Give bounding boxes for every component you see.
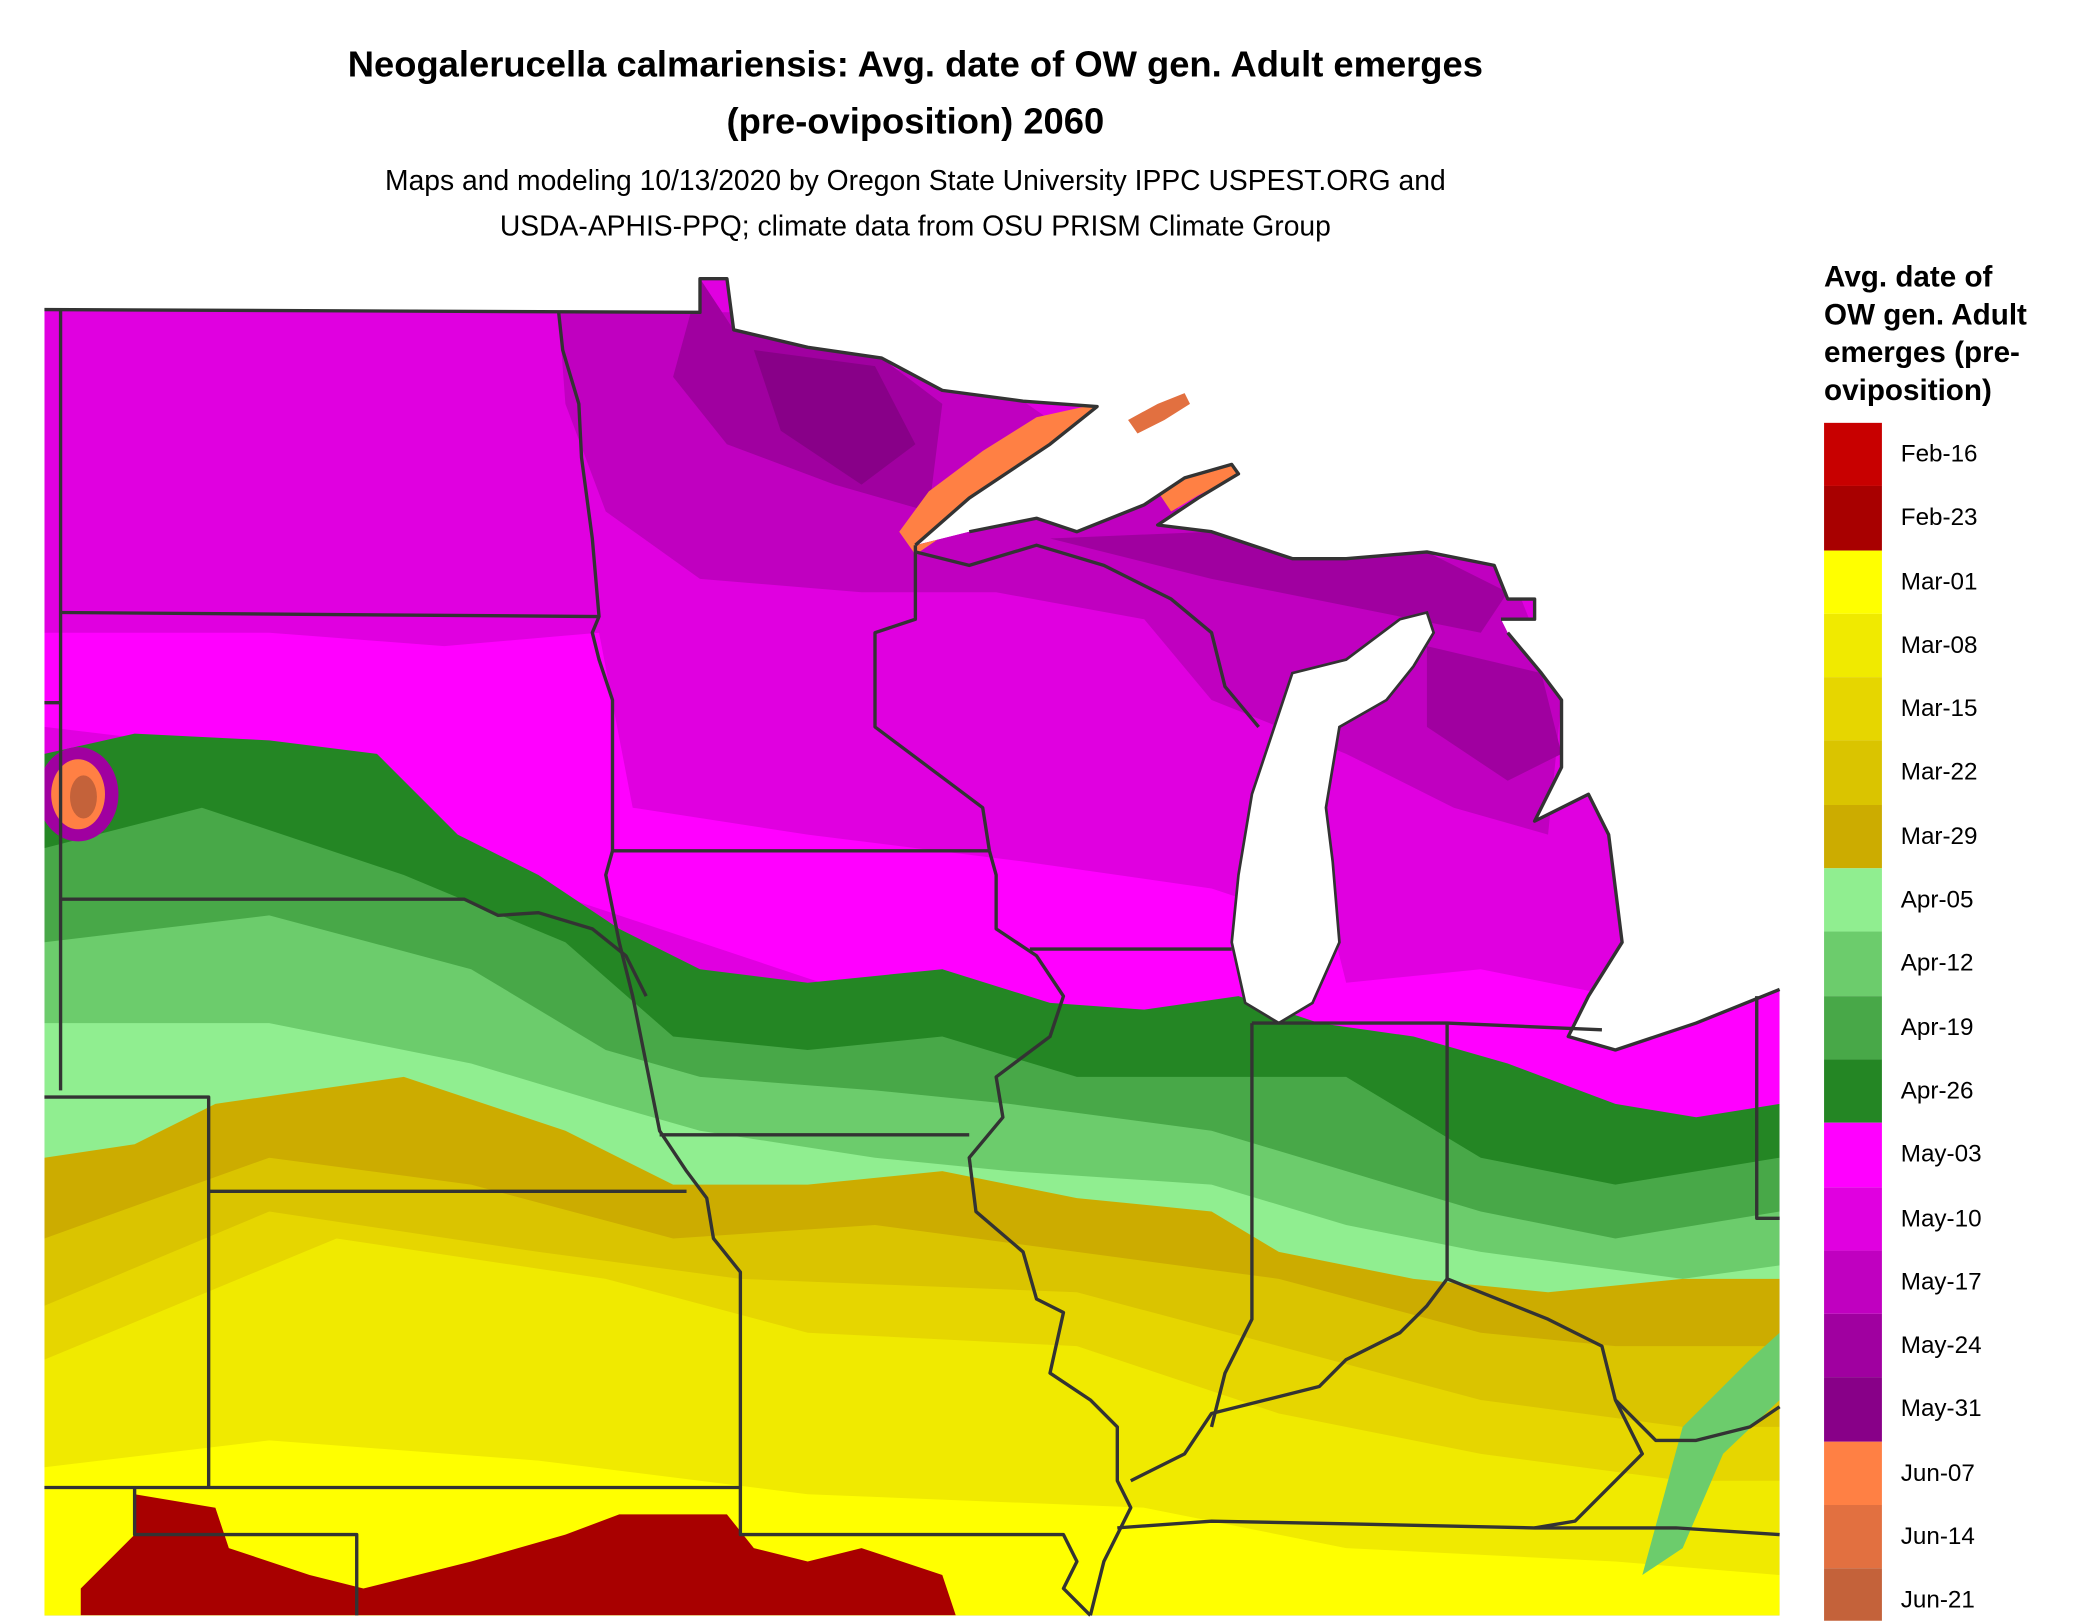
legend-item: Jun-21: [1824, 1568, 2093, 1621]
legend-label: Mar-01: [1900, 567, 1978, 595]
state-boundaries: [44, 276, 1781, 1617]
legend-label: Jun-21: [1900, 1586, 1975, 1614]
legend-title-line: OW gen. Adult: [1824, 297, 2027, 332]
legend-item: Mar-15: [1824, 677, 2093, 742]
legend-swatch: [1824, 995, 1882, 1060]
border-colorado: [44, 1095, 211, 1488]
zone-jun-07-keweenaw: [1157, 460, 1242, 512]
legend-title-line: Avg. date of: [1824, 259, 1993, 294]
border-ok-panhandle: [132, 1487, 359, 1616]
legend-swatch: [1824, 1314, 1882, 1378]
legend-swatch: [1824, 1568, 1882, 1621]
subtitle-line-1: Maps and modeling 10/13/2020 by Oregon S…: [385, 165, 1446, 197]
legend-item: May-17: [1824, 1250, 2093, 1315]
border-missouri-river: [604, 850, 743, 1488]
legend-swatch: [1824, 677, 1882, 742]
zone-jun-21-highland: [69, 775, 97, 819]
legend-swatch: [1824, 741, 1882, 805]
legend-swatch: [1824, 1377, 1882, 1442]
zone-appalachian-green: [1642, 1332, 1780, 1575]
legend-item: Mar-01: [1824, 550, 2093, 614]
border-mississippi-river: [967, 850, 1133, 1616]
legend-label: May-17: [1900, 1267, 1982, 1295]
legend-title-line: emerges (pre-: [1824, 335, 2020, 369]
legend-item: Mar-29: [1824, 804, 2093, 869]
legend-item: Feb-16: [1824, 422, 2093, 487]
legend-label: May-24: [1900, 1331, 1982, 1359]
border-mn-wi: [873, 545, 992, 852]
border-ks-ok-mo-ar: [44, 1485, 1092, 1617]
shore-lake-huron-erie: [1506, 631, 1781, 1052]
legend-item: May-10: [1824, 1186, 2093, 1251]
title-line-2: (pre-oviposition) 2060: [726, 100, 1105, 142]
zone-may-31: [753, 349, 916, 485]
border-mn-west: [556, 312, 615, 851]
legend-swatch: [1824, 422, 1882, 487]
title-line-1: Neogalerucella calmariensis: Avg. date o…: [347, 44, 1483, 85]
legend-label: Apr-26: [1900, 1076, 1974, 1104]
legend-label: Feb-16: [1900, 440, 1978, 468]
legend-label: Mar-22: [1900, 758, 1978, 786]
legend-item: Mar-08: [1824, 613, 2093, 678]
legend-swatch: [1824, 804, 1882, 869]
legend-swatch: [1824, 1059, 1882, 1124]
legend-item: May-31: [1824, 1377, 2093, 1442]
legend-swatch: [1824, 1505, 1882, 1569]
legend-item: May-24: [1824, 1314, 2093, 1378]
legend-label: Mar-08: [1900, 631, 1978, 659]
legend-swatch: [1824, 613, 1882, 678]
map-title: Neogalerucella calmariensis: Avg. date o…: [0, 36, 1831, 149]
legend-item: Apr-19: [1824, 995, 2093, 1060]
legend-swatch: [1824, 1441, 1882, 1506]
legend-label: Mar-29: [1900, 822, 1978, 850]
border-ky-wv-va: [1534, 1399, 1644, 1530]
legend-label: May-10: [1900, 1204, 1982, 1232]
legend-swatch: [1824, 932, 1882, 996]
legend-item: Jun-07: [1824, 1441, 2093, 1506]
legend-title: Avg. date of OW gen. Adult emerges (pre-…: [1824, 258, 2093, 409]
legend-label: Jun-07: [1900, 1458, 1975, 1486]
legend-label: Feb-23: [1900, 503, 1978, 531]
legend-label: Apr-12: [1900, 949, 1974, 977]
border-ohio-river: [1130, 1277, 1781, 1483]
legend-item: May-03: [1824, 1123, 2093, 1187]
legend-label: Apr-19: [1900, 1013, 1974, 1041]
legend-label: May-31: [1900, 1395, 1982, 1423]
climate-zones: [44, 278, 1780, 1616]
legend-item: Apr-12: [1824, 932, 2093, 996]
color-legend: Feb-16 Feb-23 Mar-01 Mar-08 Mar-15 Mar-22 Mar-…: [1824, 422, 2093, 1621]
shore-lake-superior: [968, 462, 1537, 621]
border-sd-ne: [60, 897, 648, 997]
legend-swatch: [1824, 868, 1882, 933]
legend-swatch: [1824, 486, 1882, 551]
border-ky-tn: [1117, 1519, 1780, 1537]
legend-swatch: [1824, 1186, 1882, 1251]
legend-item: Jun-14: [1824, 1505, 2093, 1569]
border-oh-pa: [1755, 996, 1780, 1220]
zone-feb-23: [80, 1494, 956, 1616]
legend-item: Feb-23: [1824, 486, 2093, 551]
legend-swatch: [1824, 550, 1882, 614]
zone-may-24-up: [1049, 531, 1508, 633]
legend-item: Apr-26: [1824, 1059, 2093, 1124]
border-wi-mi: [914, 543, 1260, 728]
subtitle-line-2: USDA-APHIS-PPQ; climate data from OSU PR…: [499, 211, 1331, 243]
border-nd-sd: [60, 610, 600, 619]
legend-label: Jun-14: [1900, 1522, 1975, 1550]
legend-item: Apr-05: [1824, 868, 2093, 933]
legend-swatch: [1824, 1250, 1882, 1315]
legend-label: Mar-15: [1900, 694, 1978, 722]
legend-title-line: oviposition): [1824, 372, 1992, 407]
legend-label: Apr-05: [1900, 885, 1974, 913]
legend-label: May-03: [1900, 1140, 1982, 1168]
isle-royale: [1128, 393, 1190, 434]
map-subtitle: Maps and modeling 10/13/2020 by Oregon S…: [0, 159, 1831, 251]
legend-swatch: [1824, 1123, 1882, 1187]
border-il-in: [1209, 1023, 1254, 1428]
legend-item: Mar-22: [1824, 741, 2093, 805]
zone-may-24-mi: [1426, 646, 1562, 781]
border-north: [44, 276, 1099, 547]
